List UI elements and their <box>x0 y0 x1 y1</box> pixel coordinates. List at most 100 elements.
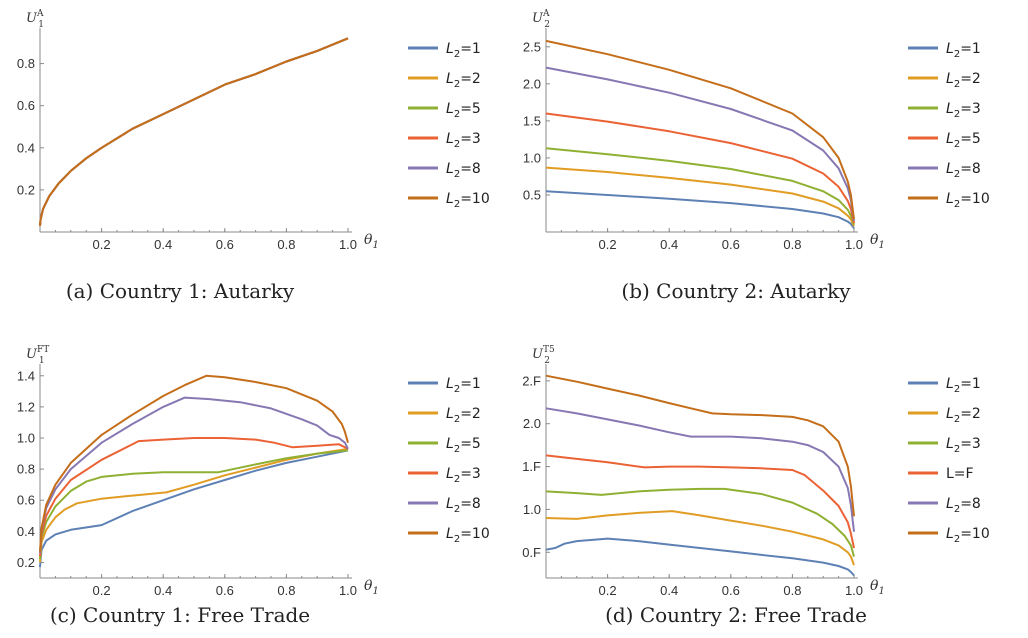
legend-label: L2=3 <box>946 101 981 120</box>
x-axis-label: θ1 <box>364 232 379 251</box>
y-tick-label: 0.8 <box>17 56 35 71</box>
legend-label: L2=3 <box>446 466 481 485</box>
x-axis-label: θ1 <box>364 578 379 597</box>
series-line-2 <box>545 510 855 566</box>
chart-panel-4: 0.2 0.4 0.6 0.8 1.0 0.F 1.0 1.F 2.0 2.F UT5 2 θ1 L2=1… <box>522 345 990 627</box>
legend-label: L2=2 <box>946 406 981 425</box>
y-tick-label: 0.2 <box>17 182 35 197</box>
y-tick-label: 1.4 <box>17 368 35 383</box>
panel-caption: (b) Country 2: Autarky <box>621 279 851 303</box>
series-line-3 <box>39 37 349 226</box>
y-tick-label: 0.5 <box>523 187 541 202</box>
series-line-6 <box>545 39 855 220</box>
x-axis-label: θ1 <box>870 232 885 251</box>
series-line-4 <box>39 37 349 226</box>
legend-label: L2=5 <box>446 101 481 120</box>
x-tick-label: 1.0 <box>845 583 863 598</box>
x-tick-label: 0.4 <box>154 583 172 598</box>
y-tick-label: 1.5 <box>523 113 541 128</box>
x-tick-label: 0.6 <box>216 583 234 598</box>
series-line-6 <box>39 37 349 226</box>
series-line-3 <box>545 487 855 557</box>
y-tick-label: 1.2 <box>17 399 35 414</box>
legend-label: L2=1 <box>446 41 481 60</box>
series-line-5 <box>39 396 349 554</box>
series-line-1 <box>545 537 855 577</box>
x-tick-label: 0.4 <box>660 237 678 252</box>
legend-label: L2=10 <box>446 526 490 545</box>
y-tick-label: 0.F <box>522 545 541 560</box>
legend-label: L2=10 <box>446 191 490 210</box>
legend-label: L2=2 <box>446 406 481 425</box>
panel-caption: (a) Country 1: Autarky <box>66 279 295 303</box>
y-tick-label: 2.0 <box>523 76 541 91</box>
panel-caption: (c) Country 1: Free Trade <box>50 603 310 627</box>
x-tick-label: 0.8 <box>783 237 801 252</box>
x-tick-label: 0.8 <box>277 237 295 252</box>
series-line-5 <box>545 407 855 532</box>
y-tick-label: 2.F <box>522 373 541 388</box>
y-tick-label: 0.4 <box>17 140 35 155</box>
chart-panel-2: 0.2 0.4 0.6 0.8 1.0 0.5 1.0 1.5 2.0 2.5 UA 2 θ1 L2=1 L… <box>523 9 990 303</box>
x-tick-label: 1.0 <box>339 237 357 252</box>
legend-label: L2=2 <box>946 71 981 90</box>
series-line-3 <box>39 449 349 560</box>
x-tick-label: 0.8 <box>277 583 295 598</box>
series-line-5 <box>545 66 855 222</box>
x-tick-label: 0.6 <box>722 237 740 252</box>
legend-label: L2=10 <box>946 526 990 545</box>
series-line-6 <box>39 374 349 552</box>
y-axis-label: UA 2 <box>532 9 550 30</box>
series-line-2 <box>39 37 349 226</box>
legend-label: L2=8 <box>446 496 481 515</box>
x-tick-label: 0.2 <box>93 583 111 598</box>
y-tick-label: 0.6 <box>17 98 35 113</box>
legend-label: L2=8 <box>946 161 981 180</box>
x-tick-label: 0.6 <box>722 583 740 598</box>
y-tick-label: 1.0 <box>523 502 541 517</box>
legend-label: L2=8 <box>946 496 981 515</box>
y-axis-label: UFT 1 <box>26 345 49 366</box>
y-tick-label: 0.8 <box>17 462 35 477</box>
y-tick-label: 0.6 <box>17 493 35 508</box>
y-tick-label: 0.2 <box>17 555 35 570</box>
x-axis-label: θ1 <box>870 578 885 597</box>
series-line-1 <box>545 190 855 229</box>
y-tick-label: 0.4 <box>17 524 35 539</box>
x-tick-label: 0.4 <box>660 583 678 598</box>
x-tick-label: 0.8 <box>783 583 801 598</box>
series-line-1 <box>39 37 349 226</box>
legend-label: L2=5 <box>946 131 981 150</box>
legend-label: L2=10 <box>946 191 990 210</box>
series-line-3 <box>545 147 855 225</box>
y-tick-label: 2.0 <box>523 416 541 431</box>
panel-caption: (d) Country 2: Free Trade <box>605 603 867 627</box>
legend-label: L2=1 <box>946 41 981 60</box>
x-tick-label: 0.2 <box>599 237 617 252</box>
y-tick-label: 2.5 <box>523 39 541 54</box>
series-line-2 <box>545 166 855 227</box>
legend-label: L2=1 <box>446 376 481 395</box>
series-line-5 <box>39 37 349 226</box>
legend-label: L=F <box>946 466 974 482</box>
series-line-1 <box>39 449 349 568</box>
legend-label: L2=2 <box>446 71 481 90</box>
series-line-6 <box>545 374 855 517</box>
chart-panel-1: 0.2 0.4 0.6 0.8 1.0 0.2 0.4 0.6 0.8 UA 1 θ1 L2=1 L2=2… <box>17 9 490 303</box>
series-line-4 <box>545 454 855 549</box>
y-tick-label: 1.0 <box>523 150 541 165</box>
chart-panel-3: 0.2 0.4 0.6 0.8 1.0 0.2 0.4 0.6 0.8 1.0 1.2 1.4 UFT 1… <box>17 345 490 627</box>
legend-label: L2=3 <box>446 131 481 150</box>
legend-label: L2=5 <box>446 436 481 455</box>
x-tick-label: 0.4 <box>154 237 172 252</box>
x-tick-label: 1.0 <box>845 237 863 252</box>
x-tick-label: 0.2 <box>599 583 617 598</box>
x-tick-label: 0.6 <box>216 237 234 252</box>
y-tick-label: 1.F <box>522 459 541 474</box>
y-axis-label: UT5 2 <box>532 345 555 366</box>
series-line-4 <box>545 112 855 224</box>
y-tick-label: 1.0 <box>17 431 35 446</box>
legend-label: L2=1 <box>946 376 981 395</box>
y-axis-label: UA 1 <box>26 9 44 30</box>
